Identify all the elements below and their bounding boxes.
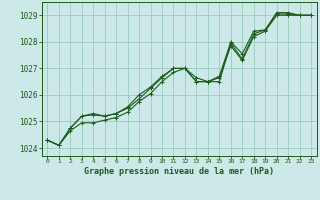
X-axis label: Graphe pression niveau de la mer (hPa): Graphe pression niveau de la mer (hPa) (84, 167, 274, 176)
